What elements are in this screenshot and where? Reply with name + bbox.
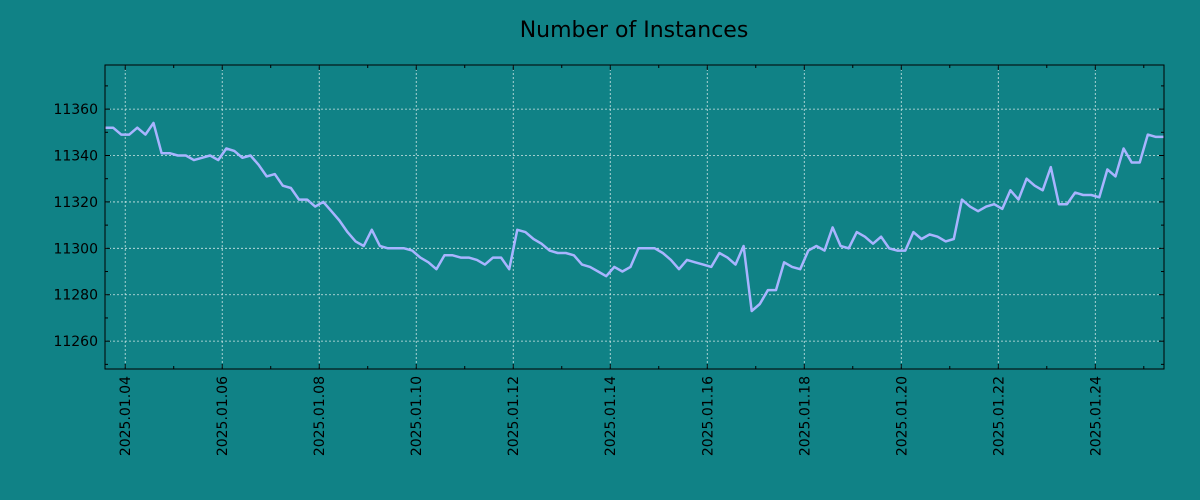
- x-tick-label: 2025.01.22: [991, 376, 1007, 456]
- x-tick-label: 2025.01.14: [603, 376, 619, 456]
- x-tick-label: 2025.01.10: [409, 376, 425, 456]
- x-tick-label: 2025.01.06: [215, 376, 231, 456]
- x-tick-label: 2025.01.16: [700, 376, 716, 456]
- series-layer: [105, 121, 1164, 313]
- x-tick-label: 2025.01.08: [312, 376, 328, 456]
- y-tick-label: 11300: [53, 241, 98, 257]
- x-tick-label: 2025.01.20: [894, 376, 910, 456]
- y-tick-label: 11260: [53, 334, 98, 350]
- chart-title: Number of Instances: [520, 18, 749, 43]
- x-tick-label: 2025.01.18: [797, 376, 813, 456]
- grid-lines: [105, 65, 1164, 369]
- x-tick-label: 2025.01.12: [506, 376, 522, 456]
- series-line: [105, 121, 1164, 313]
- y-axis: 11260 11280 11300 11320 11340 11360: [53, 85, 1164, 365]
- y-tick-label: 11340: [53, 149, 98, 165]
- y-tick-label: 11320: [53, 195, 98, 211]
- x-tick-label: 2025.01.04: [118, 376, 134, 456]
- y-tick-label: 11280: [53, 288, 98, 304]
- x-tick-label: 2025.01.24: [1088, 376, 1104, 456]
- plot-frame: [104, 64, 1165, 370]
- x-axis: 2025.01.04 2025.01.06 2025.01.08 2025.01.10…: [118, 65, 1145, 456]
- y-tick-label: 11360: [53, 102, 98, 118]
